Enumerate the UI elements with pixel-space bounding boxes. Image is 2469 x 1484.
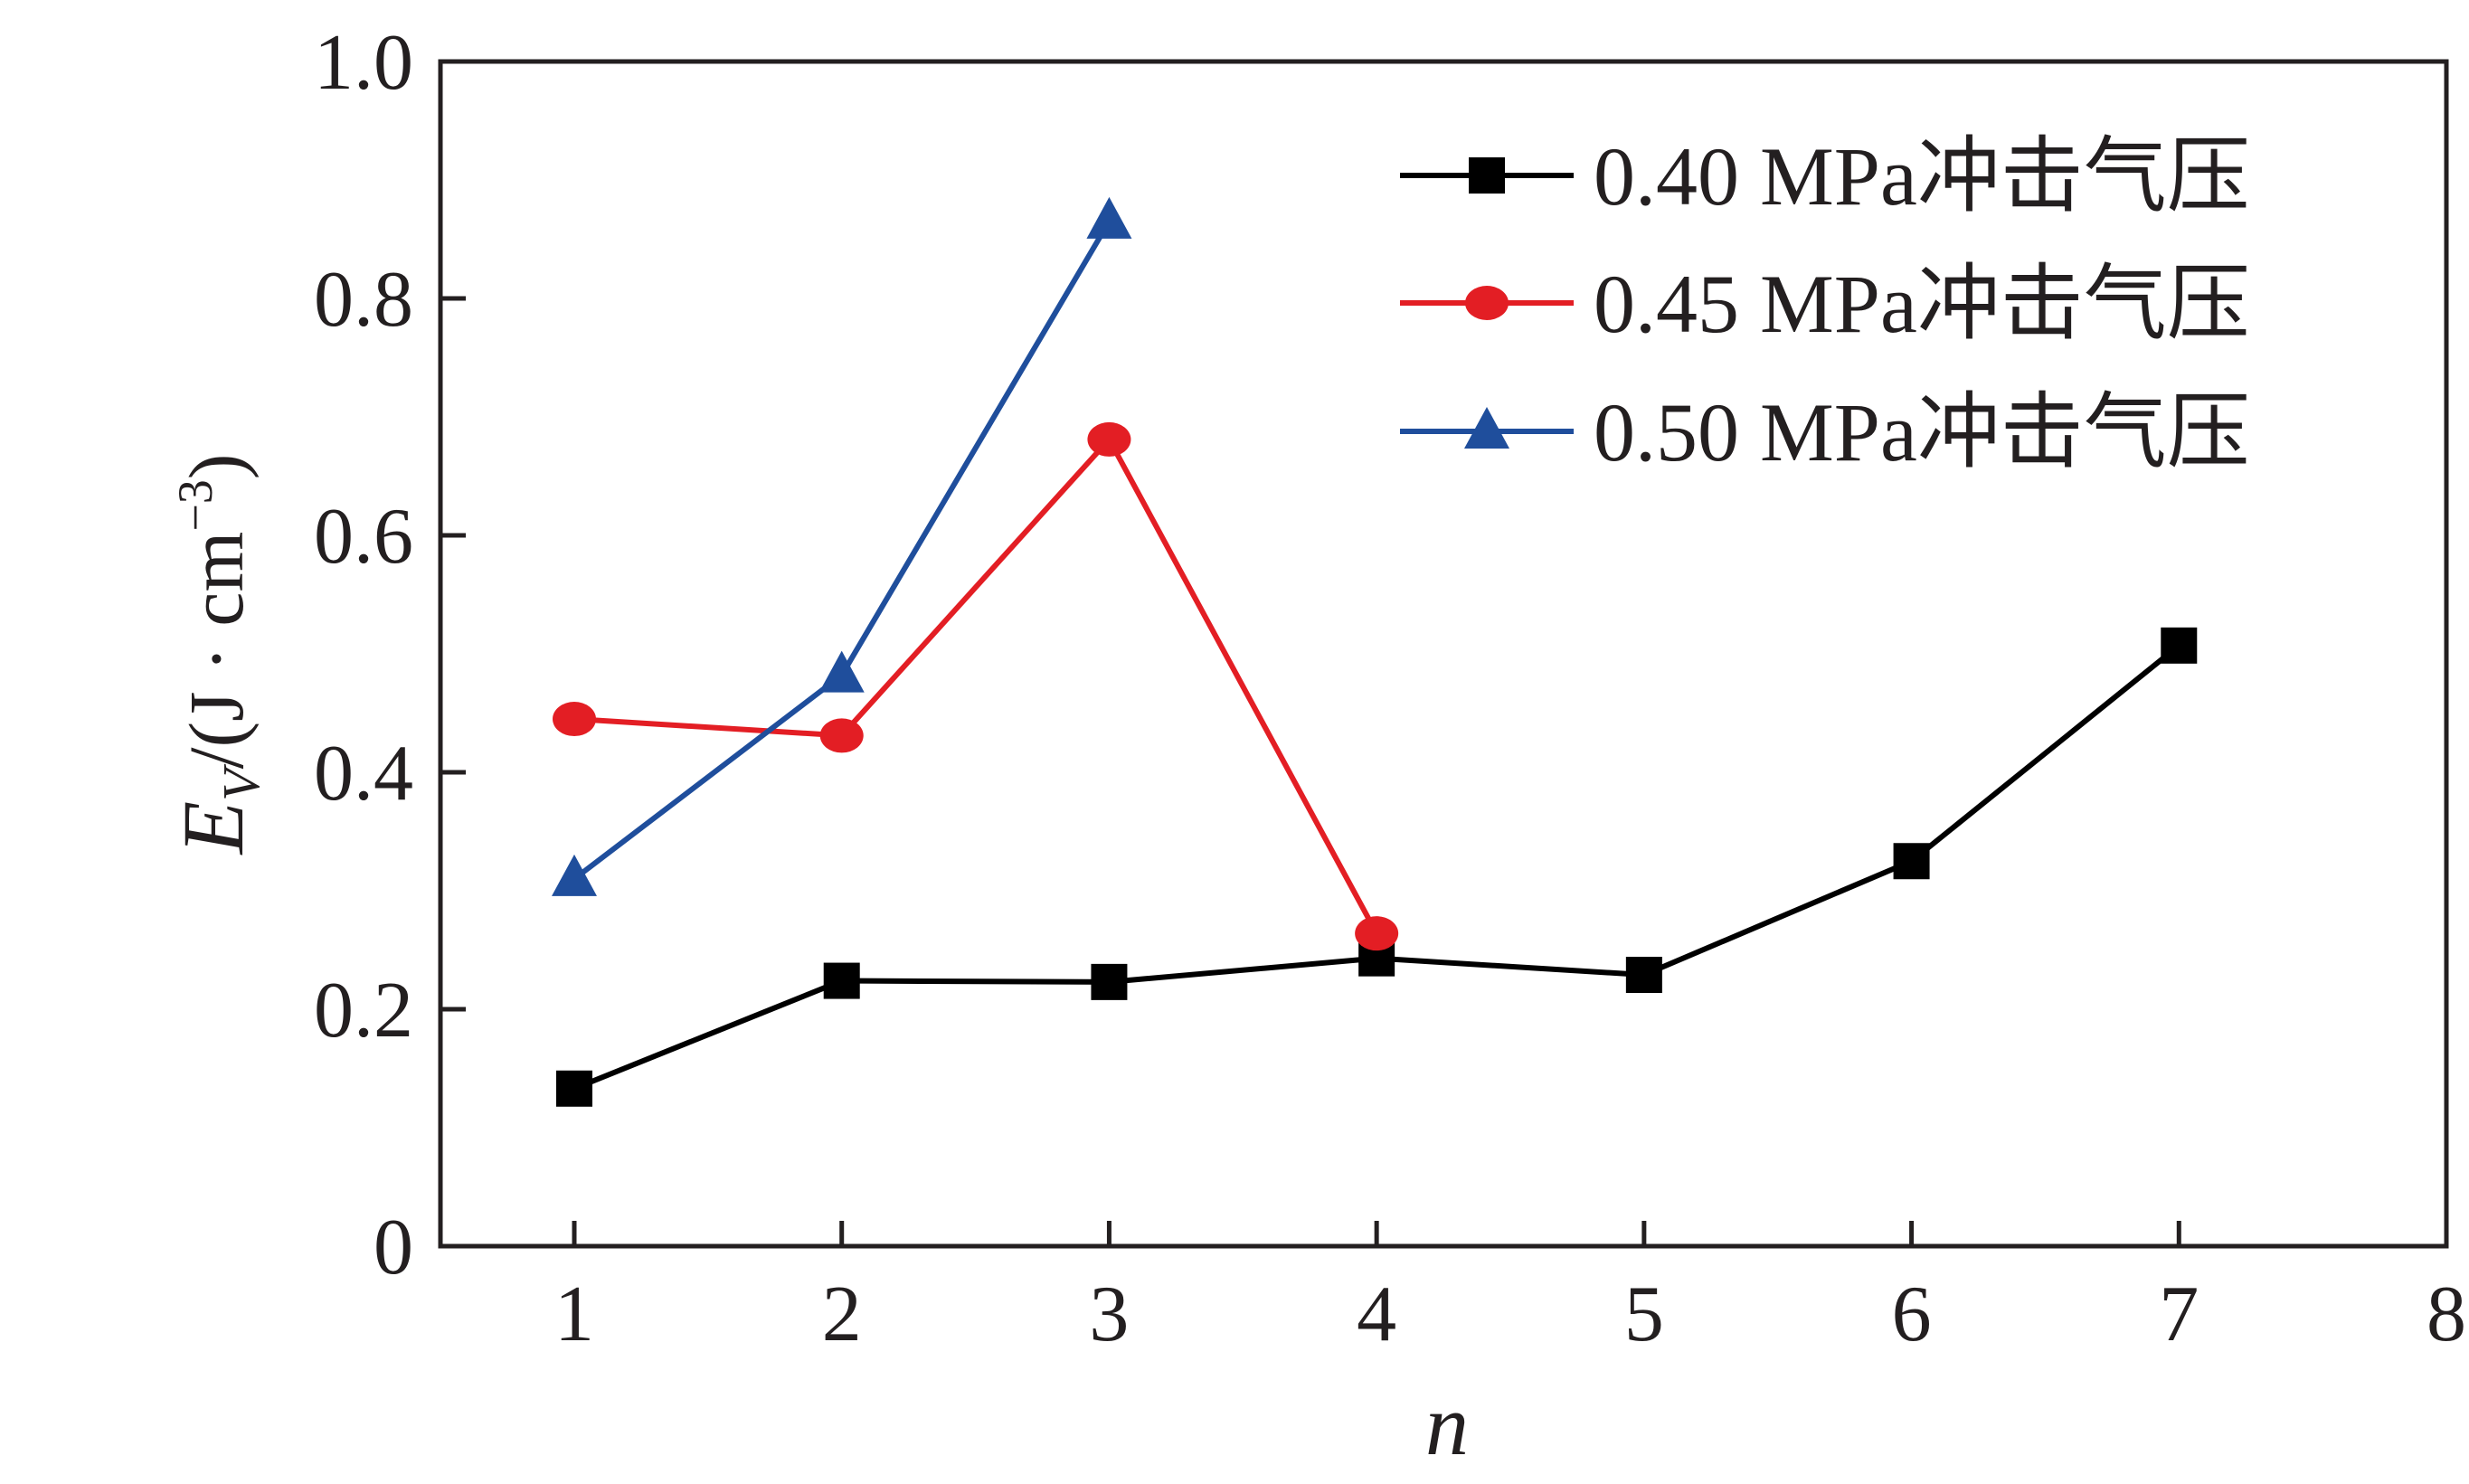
- series-markers: [552, 196, 2198, 1107]
- x-tick-label: 1: [554, 1271, 594, 1358]
- data-point-series-1: [2161, 627, 2198, 664]
- data-point-series-2: [1355, 916, 1399, 951]
- x-axis-label: n: [1425, 1376, 1469, 1473]
- plot-frame: [438, 59, 2449, 1249]
- y-tick-label: 0.2: [314, 967, 413, 1054]
- x-tick-label: 8: [2426, 1271, 2466, 1358]
- data-point-series-2: [553, 702, 596, 737]
- series-line-1: [572, 643, 2181, 1092]
- data-point-series-1: [556, 1070, 592, 1107]
- data-point-series-1: [823, 962, 860, 999]
- legend-label-1: 0.40 MPa冲击气压: [1594, 130, 2250, 222]
- y-tick-label: 1.0: [314, 19, 413, 107]
- x-tick-label: 5: [1624, 1271, 1664, 1358]
- x-axis-ticks: 1 2 3 4 5 6 7 8: [554, 1221, 2466, 1358]
- y-tick-label: 0.4: [314, 730, 413, 818]
- y-axis-ticks: 0 0.2 0.4 0.6 0.8 1.0: [314, 19, 466, 1291]
- data-point-series-1: [1625, 957, 1662, 994]
- data-point-series-3: [552, 854, 597, 896]
- series-line-2: [573, 436, 1379, 935]
- y-tick-label: 0.8: [314, 256, 413, 344]
- data-point-series-3: [1086, 196, 1132, 239]
- legend-marker-3: [1464, 407, 1509, 449]
- data-point-series-1: [1893, 843, 1930, 880]
- y-axis-label: EV/(J · cm−3): [165, 454, 270, 856]
- x-tick-label: 2: [822, 1271, 862, 1358]
- data-point-series-3: [818, 650, 865, 693]
- data-point-series-2: [1087, 421, 1131, 457]
- y-tick-label: 0: [374, 1204, 413, 1291]
- legend-marker-2: [1465, 286, 1509, 320]
- y-axis-label-superscript: −3: [168, 479, 222, 531]
- x-tick-label: 7: [2159, 1271, 2199, 1358]
- legend-label-3: 0.50 MPa冲击气压: [1594, 386, 2250, 478]
- data-point-series-2: [819, 718, 864, 753]
- y-axis-label-subscript: V: [212, 763, 270, 801]
- y-axis-label-symbol: E: [165, 801, 261, 856]
- legend: 0.40 MPa冲击气压 0.45 MPa冲击气压 0.50 MPa冲击气压: [1400, 130, 2250, 478]
- x-tick-label: 3: [1089, 1271, 1129, 1358]
- legend-label-2: 0.45 MPa冲击气压: [1594, 258, 2250, 350]
- series-line-3: [572, 220, 1112, 882]
- y-axis-label-close: ): [173, 454, 260, 480]
- y-tick-label: 0.6: [314, 493, 413, 581]
- legend-marker-1: [1469, 157, 1505, 194]
- data-point-series-1: [1091, 963, 1128, 1000]
- x-tick-label: 4: [1357, 1271, 1396, 1358]
- x-tick-label: 6: [1892, 1271, 1932, 1358]
- y-axis-label-units: /(J · cm: [173, 532, 260, 770]
